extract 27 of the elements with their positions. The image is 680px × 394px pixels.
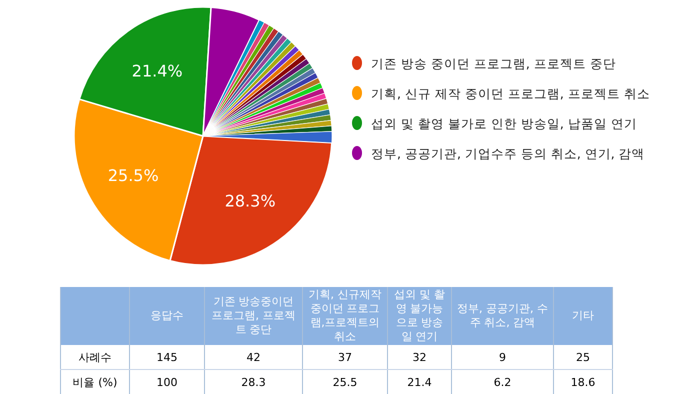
text: 사례수 [60,345,130,370]
data-label: 100 [130,370,204,394]
data-label: 28.3 [204,370,302,394]
data-label: 28.3% [224,192,276,211]
data-label: 25.5% [108,166,159,186]
data-label: 6.2 [452,370,554,394]
legend-label: 섭외 및 촬영 불가로 인한 방송일, 납품일 연기 [371,116,637,131]
data-label: 25 [554,345,612,370]
legend-label: 기획, 신규 제작 중이던 프로그램, 프로젝트 취소 [371,86,650,101]
data-label: 21.4% [132,61,183,80]
category-label: 기존 방송중이던 프로그램, 프로젝트 중단 [204,287,302,345]
data-label: 25.5 [302,370,388,394]
data-label: 145 [130,345,204,370]
category-label: 기획, 신규제작 중이던 프로그램,프로젝트의 취소 [302,287,388,345]
category-label: 정부, 공공기관, 수주 취소, 감액 [452,287,554,345]
data-label: 9 [452,345,554,370]
legend-label: 기존 방송 중이던 프로그램, 프로젝트 중단 [371,56,616,71]
text: 비율 (%) [60,370,130,394]
data-label: 18.6 [554,370,612,394]
legend-label: 정부, 공공기관, 기업수주 등의 취소, 연기, 감액 [371,146,645,161]
data-label: 32 [388,345,452,370]
data-label: 42 [204,345,302,370]
category-label: 응답수 [130,287,204,345]
data-label: 21.4 [388,370,452,394]
data-label: 37 [302,345,388,370]
category-label: 섭외 및 촬영 불가능으로 방송일 연기 [388,287,452,345]
category-label: 기타 [554,287,612,345]
